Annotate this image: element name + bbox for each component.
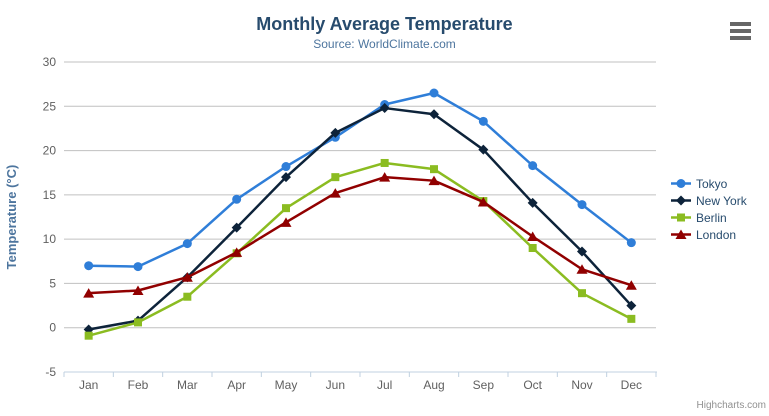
data-point-marker [84,331,93,340]
data-point-marker [527,231,539,241]
y-axis-label: 10 [43,232,57,246]
x-axis-label: Sep [473,378,495,392]
data-point-marker [528,161,538,171]
data-point-marker [181,272,193,282]
series-line-new-york [87,106,633,331]
data-point-marker [429,109,439,120]
data-point-marker [627,314,636,323]
data-point-marker [478,116,488,126]
data-point-marker [379,103,390,114]
data-point-marker [133,262,143,272]
x-axis-label: Oct [523,378,542,392]
data-point-marker [329,188,341,198]
data-point-marker [231,247,243,257]
data-point-marker [134,318,142,327]
chart-subtitle: Source: WorldClimate.com [313,37,456,51]
y-gridlines [64,61,656,373]
data-point-marker [430,165,438,174]
series-line-london [87,175,633,295]
data-point-marker [182,239,192,249]
data-point-marker [282,204,290,213]
data-point-marker [132,285,144,296]
legend-item-label: London [696,227,737,242]
data-point-marker [428,175,440,186]
x-axis-label: May [275,378,298,392]
legend-item-london[interactable]: London [671,226,747,243]
legend-item-label: New York [696,193,747,208]
x-axis-label: Aug [423,378,444,392]
data-point-marker [330,127,341,138]
data-point-marker [527,197,538,208]
x-axis-label: Jul [377,378,392,392]
data-point-marker [280,217,292,227]
x-axis-label: Feb [128,378,149,392]
legend-item-berlin[interactable]: Berlin [671,209,747,226]
data-point-marker [83,288,95,298]
data-point-marker [625,280,637,290]
legend-item-label: Berlin [696,210,727,225]
y-axis-title: Temperature (°C) [4,165,19,270]
x-axis-label: Dec [621,378,642,392]
x-axis-label: Nov [571,378,592,392]
data-point-marker [577,200,587,210]
series-new-york[interactable] [83,103,637,335]
legend-marker-icon [671,179,691,188]
data-point-marker [626,238,636,248]
data-point-marker [379,172,391,182]
series-line-berlin [87,161,633,337]
data-point-marker [429,88,439,98]
x-axis-label: Jan [79,378,98,392]
data-point-marker [380,158,389,167]
x-axis-ticks [63,372,657,377]
y-axis-label: 25 [43,99,57,113]
data-point-marker [576,264,588,274]
y-axis-label: 20 [43,144,57,158]
legend-item-tokyo[interactable]: Tokyo [671,175,747,192]
legend-marker-icon [671,213,691,222]
data-point-marker [577,246,587,257]
legend-item-new-york[interactable]: New York [671,192,747,209]
x-axis-label: Jun [326,378,345,392]
legend-item-label: Tokyo [696,176,728,191]
export-menu-button[interactable] [728,19,754,43]
y-axis-label: 30 [43,55,57,69]
data-point-marker [84,261,94,271]
chart-title: Monthly Average Temperature [256,14,513,34]
y-axis-label: 5 [49,276,56,290]
data-point-marker [281,162,291,172]
y-axis-label: -5 [45,365,56,379]
x-axis-label: Mar [177,378,198,392]
data-point-marker [231,222,242,233]
data-point-marker [477,196,489,207]
legend-marker-icon [671,229,691,239]
legend-marker-icon [671,195,691,206]
data-point-marker [331,173,340,182]
data-point-marker [626,300,637,311]
legend: Tokyo New York Berlin London [671,175,747,243]
hamburger-menu-icon [730,22,751,40]
data-point-marker [232,194,242,204]
data-point-marker [528,244,537,252]
y-axis-label: 0 [49,321,56,335]
credits-link[interactable]: Highcharts.com [696,400,766,411]
y-axis-label: 15 [43,188,57,202]
series-line-tokyo [87,91,633,268]
x-axis-label: Apr [227,378,246,392]
series-tokyo[interactable] [84,88,636,272]
data-point-marker [578,289,586,298]
data-point-marker [478,144,489,155]
data-point-marker [281,172,291,183]
series-london[interactable] [83,172,637,298]
data-point-marker [183,292,192,301]
